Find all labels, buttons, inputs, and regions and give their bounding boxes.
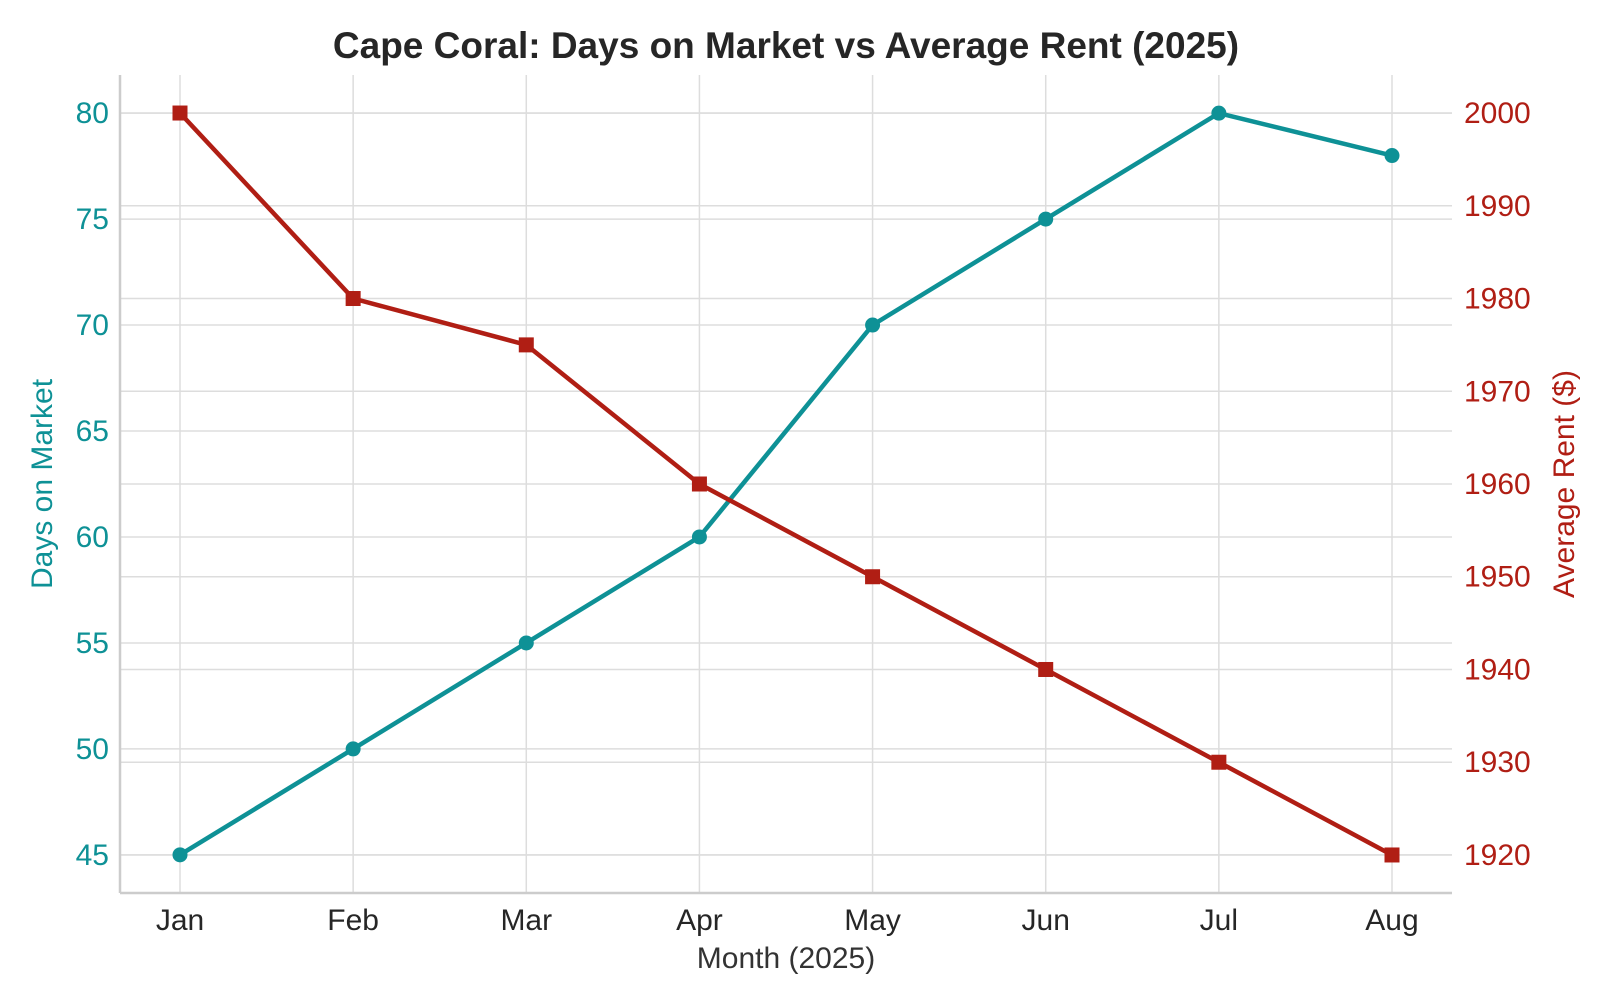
days-on-market-point (518, 635, 534, 651)
right-tick-label: 1950 (1464, 561, 1531, 594)
x-tick-label: Mar (500, 904, 552, 937)
x-tick-label: Jul (1200, 904, 1238, 937)
days-on-market-point (691, 529, 707, 545)
x-tick-label: Jun (1022, 904, 1070, 937)
left-tick-labels: 45 50 55 60 65 70 75 80 (76, 97, 109, 872)
left-tick-label: 80 (76, 97, 109, 130)
average-rent-point (691, 476, 707, 492)
left-tick-label: 60 (76, 521, 109, 554)
days-on-market-point (1038, 211, 1054, 227)
chart-title: Cape Coral: Days on Market vs Average Re… (333, 25, 1239, 66)
left-tick-label: 45 (76, 839, 109, 872)
right-tick-label: 1960 (1464, 468, 1531, 501)
average-rent-point (1038, 661, 1054, 677)
right-tick-label: 2000 (1464, 97, 1531, 130)
left-tick-label: 75 (76, 203, 109, 236)
x-tick-label: Apr (676, 904, 723, 937)
right-tick-label: 1970 (1464, 375, 1531, 408)
right-tick-label: 1940 (1464, 653, 1531, 686)
average-rent-line (177, 110, 1395, 858)
x-axis-label: Month (2025) (697, 942, 875, 975)
average-rent-point (172, 105, 188, 121)
right-axis-label: Average Rent ($) (1548, 370, 1581, 598)
right-tick-labels: 1920 1930 1940 1950 1960 1970 1980 1990 2000 (1464, 97, 1531, 872)
average-rent-point (518, 337, 534, 353)
left-axis-label: Days on Market (26, 378, 59, 589)
right-tick-label: 1920 (1464, 839, 1531, 872)
x-tick-labels: Jan Feb Mar Apr May Jun Jul Aug (156, 904, 1419, 937)
left-tick-label: 50 (76, 733, 109, 766)
right-tick-label: 1980 (1464, 283, 1531, 316)
x-gridlines (179, 75, 1393, 893)
average-rent-point (1211, 754, 1227, 770)
x-tick-label: Jan (156, 904, 204, 937)
right-tick-label: 1930 (1464, 746, 1531, 779)
days-on-market-point (172, 847, 188, 863)
x-tick-label: Aug (1365, 904, 1418, 937)
days-on-market-line (177, 110, 1395, 858)
days-on-market-point (345, 741, 361, 757)
left-tick-label: 70 (76, 309, 109, 342)
left-tick-label: 65 (76, 415, 109, 448)
days-on-market-point (1211, 105, 1227, 121)
series-layer (172, 105, 1400, 863)
x-tick-label: May (844, 904, 901, 937)
average-rent-point (865, 569, 881, 585)
x-tick-label: Feb (327, 904, 379, 937)
right-tick-label: 1990 (1464, 190, 1531, 223)
average-rent-point (1384, 847, 1400, 863)
average-rent-point (345, 291, 361, 307)
days-on-market-point (865, 317, 881, 333)
right-gridlines (120, 112, 1452, 856)
left-tick-label: 55 (76, 627, 109, 660)
days-on-market-point (1384, 148, 1400, 164)
